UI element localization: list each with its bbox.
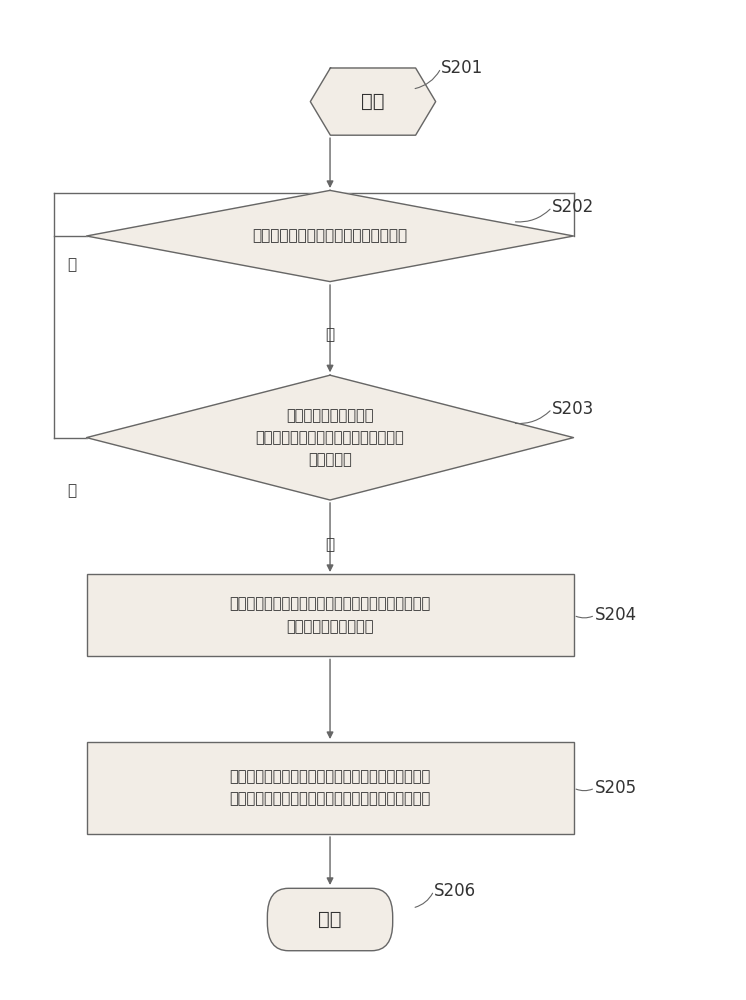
Text: 结束: 结束 (319, 910, 342, 929)
Text: S204: S204 (595, 606, 637, 624)
Text: 通过中央控制模块根据启动指令中操作员的身份信息
启动对应的子系统模块: 通过中央控制模块根据启动指令中操作员的身份信息 启动对应的子系统模块 (230, 597, 430, 634)
Polygon shape (87, 375, 574, 500)
Text: 检测控制台操作区域内是否有人员进入: 检测控制台操作区域内是否有人员进入 (252, 229, 407, 243)
Text: 否: 否 (68, 257, 77, 272)
Text: S201: S201 (441, 59, 483, 77)
Text: 将目标识别对象的人体
特征信息与理想特征数据进行比对，判
断是否匹配: 将目标识别对象的人体 特征信息与理想特征数据进行比对，判 断是否匹配 (256, 408, 404, 467)
Text: S205: S205 (595, 779, 637, 797)
Text: 是: 是 (325, 538, 335, 553)
FancyBboxPatch shape (267, 888, 392, 951)
Bar (87, 574, 574, 656)
Text: S206: S206 (434, 882, 476, 900)
Polygon shape (310, 68, 436, 135)
Text: 否: 否 (68, 483, 77, 498)
Text: S203: S203 (552, 400, 595, 418)
Text: 子系统模块根据操作员身份信息，将各自子系统模块
的运行状态调整至该操作员上一次离开前的记忆状态: 子系统模块根据操作员身份信息，将各自子系统模块 的运行状态调整至该操作员上一次离… (230, 769, 430, 807)
Polygon shape (87, 190, 574, 282)
Text: 是: 是 (325, 327, 335, 342)
Bar (87, 742, 574, 834)
Text: S202: S202 (552, 198, 595, 216)
Text: 开始: 开始 (361, 92, 385, 111)
